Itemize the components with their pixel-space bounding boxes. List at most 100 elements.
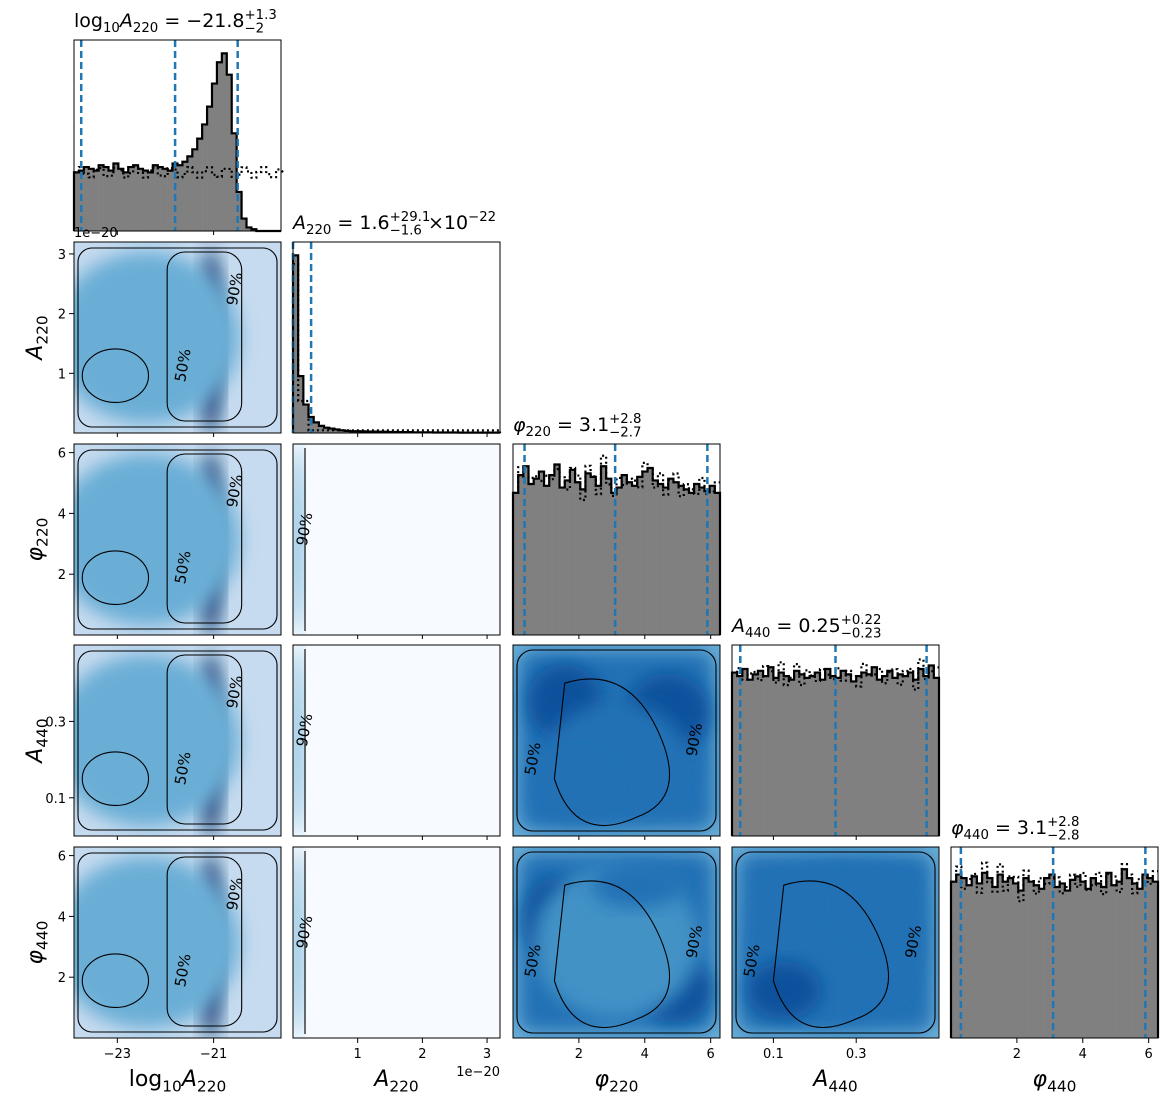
y-axis-label-phi220: φ220 <box>23 518 52 562</box>
hist-bar <box>768 667 774 836</box>
hist-bar <box>1126 878 1133 1038</box>
hist-bar <box>961 878 967 1038</box>
hist-bar <box>1106 872 1112 1038</box>
x-tick-label: 6 <box>1145 1047 1153 1062</box>
y-tick-label: 2 <box>58 971 66 986</box>
x-axis-label-phi220: φ220 <box>595 1067 639 1096</box>
y-tick-label: 4 <box>58 507 66 522</box>
hist-bar <box>928 665 935 836</box>
hist-bar <box>318 425 325 433</box>
hist-bar <box>814 672 821 836</box>
hist-bar <box>1054 887 1060 1038</box>
contour-label: 90% <box>223 876 247 912</box>
hist-bar <box>799 674 805 836</box>
density-panel-log10A220-phi440: 90% 50% <box>73 846 282 1039</box>
y-tick-label: 2 <box>58 568 66 583</box>
contour-label: 90% <box>683 722 707 758</box>
x-tick-label: −21 <box>200 1047 227 1062</box>
hist-bar <box>559 487 566 635</box>
panels: log10A220 = −21.8+1.3 −2 A220 = 1.6+29.1 −1… <box>72 8 1160 1039</box>
contour-label: 90% <box>223 674 247 710</box>
offset-text: 1e−20 <box>456 1065 500 1080</box>
prior-outline <box>74 165 284 179</box>
hist-bar <box>313 422 320 433</box>
hist-bar <box>1013 883 1019 1038</box>
density-panel-phi220-A440: 50% 90% <box>512 644 721 837</box>
hist-bar <box>907 672 914 836</box>
hist-bar <box>835 677 841 836</box>
x-tick-label: 2 <box>418 1047 426 1062</box>
hist-bar <box>882 676 888 836</box>
hist-bar <box>167 170 173 231</box>
hist-panel-A440: A440 = 0.25+0.22 −0.23 <box>730 613 941 837</box>
hist-bar <box>1147 878 1154 1038</box>
hist-bar <box>528 484 534 635</box>
contour-label: 50% <box>521 943 545 979</box>
contour-label: 50% <box>740 943 764 979</box>
hist-bar <box>778 672 785 836</box>
hist-bar <box>1023 878 1029 1038</box>
hist-bar <box>819 679 826 836</box>
x-axis-label-A220: A220 <box>372 1067 418 1096</box>
contour-label: 50% <box>171 952 195 988</box>
hist-bar <box>887 670 893 836</box>
panel-title-A220: A220 = 1.6+29.1 −1.6 ×10−22 <box>291 210 496 239</box>
hist-bar <box>851 681 857 836</box>
contour-label: 90% <box>293 914 317 950</box>
hist-bar <box>933 677 940 836</box>
hist-bar <box>1142 874 1148 1038</box>
hist-bar <box>606 478 612 635</box>
hist-bar <box>298 376 304 433</box>
hist-bar <box>1152 881 1159 1038</box>
hist-bar <box>757 670 764 836</box>
hist-bar <box>74 172 80 231</box>
hist-bar <box>1049 874 1055 1038</box>
hist-bar <box>683 489 690 635</box>
hist-bar <box>1028 881 1035 1038</box>
hist-bar <box>621 475 628 635</box>
hist-bar <box>128 167 134 231</box>
contour-label: 50% <box>521 741 545 777</box>
density-blob <box>746 961 822 1019</box>
contour-label: 50% <box>171 347 195 383</box>
hist-bar <box>825 669 831 836</box>
hist-bar <box>856 676 862 836</box>
hist-bar <box>709 485 716 635</box>
hist-bar <box>966 885 972 1038</box>
hist-bar <box>1070 879 1076 1038</box>
hist-bar <box>688 492 695 635</box>
hist-bar <box>694 484 700 635</box>
hist-bar <box>1075 876 1081 1038</box>
contour-label: 50% <box>171 549 195 585</box>
hist-bar <box>956 874 962 1038</box>
hist-bar <box>549 475 555 635</box>
density-blob <box>293 645 304 836</box>
hist-bar <box>1095 883 1102 1038</box>
hist-outline <box>949 868 1160 1038</box>
density-panel-A440-phi440: 50% 90% <box>731 846 940 1039</box>
density-panel-log10A220-A440: 90% 50% <box>73 644 282 837</box>
contour-label: 90% <box>902 924 926 960</box>
density-blob <box>74 251 240 424</box>
contour-90 <box>77 247 278 428</box>
hist-bar <box>840 670 847 836</box>
contour-50 <box>553 880 671 1028</box>
hist-bar <box>845 674 852 836</box>
hist-bar <box>108 170 114 231</box>
hist-bar <box>564 480 571 635</box>
y-axis-label-phi440: φ440 <box>23 921 52 965</box>
hist-bar <box>830 676 836 836</box>
hist-bar <box>982 872 988 1038</box>
panel-title-log10A220: log10A220 = −21.8+1.3 −2 <box>74 8 277 37</box>
x-tick-label: −23 <box>104 1047 131 1062</box>
hist-bar <box>554 464 560 635</box>
hist-bar <box>1002 881 1009 1038</box>
hist-bar <box>809 676 816 836</box>
hist-bar <box>83 167 90 231</box>
density-panel-log10A220-A220: 90% 50% <box>73 241 282 434</box>
hist-outline <box>730 664 941 836</box>
hist-bar <box>308 417 314 433</box>
x-tick-label: 3 <box>483 1047 491 1062</box>
hist-bar <box>673 482 679 635</box>
contour-50 <box>166 251 243 422</box>
